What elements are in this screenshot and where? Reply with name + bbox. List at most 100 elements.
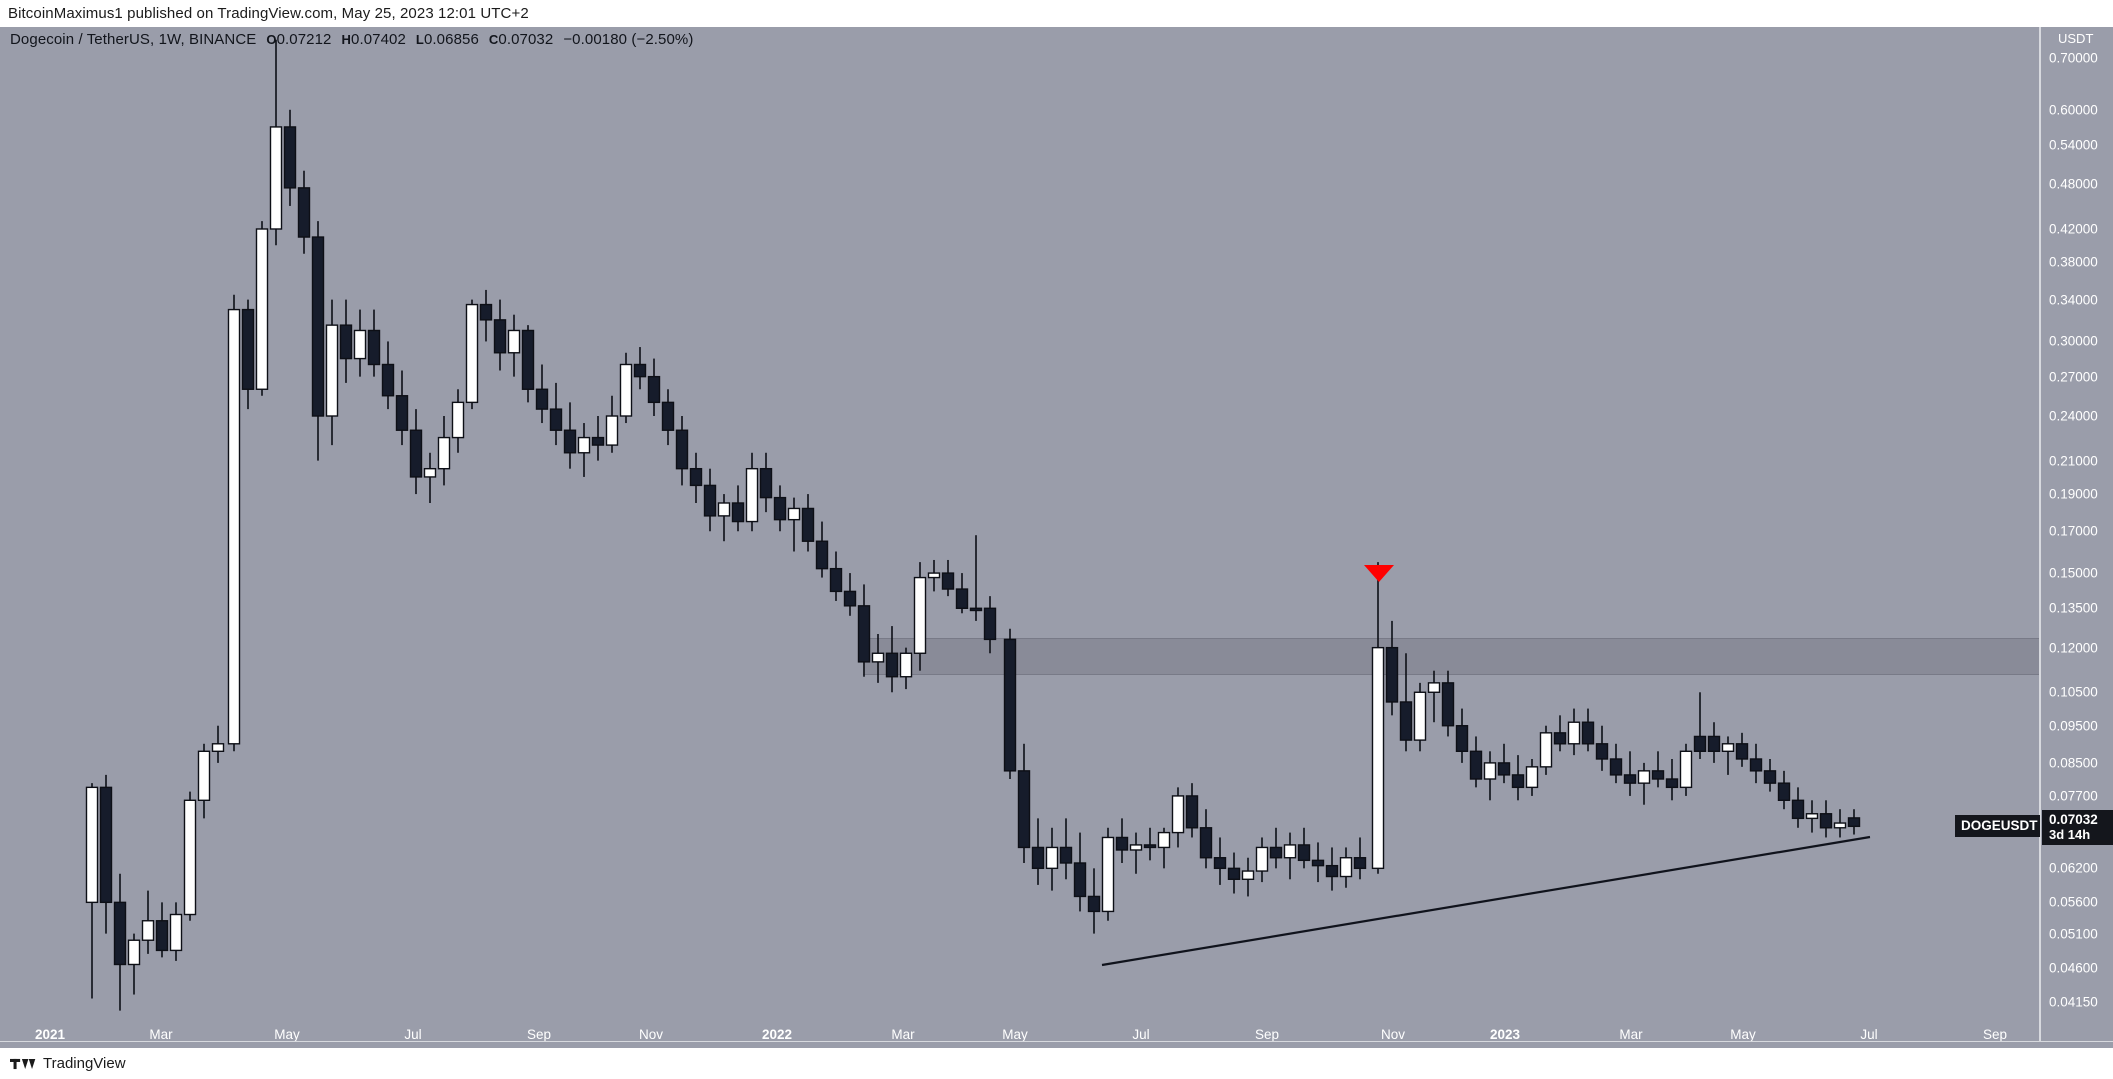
price-axis-tick: 0.04600 <box>2049 960 2098 976</box>
price-axis-tick: 0.12000 <box>2049 640 2098 656</box>
candlestick <box>1805 800 1819 833</box>
symbol-tag-badge: DOGEUSDT <box>1955 815 2040 838</box>
time-axis-tick: Jul <box>1132 1027 1150 1041</box>
tradingview-brand-text: TradingView <box>43 1055 126 1072</box>
candlestick <box>1665 758 1679 801</box>
candlestick <box>241 299 255 410</box>
symbol-legend[interactable]: Dogecoin / TetherUS, 1W, BINANCE O0.0721… <box>10 31 693 48</box>
time-axis-tick: Sep <box>1982 1027 2008 1041</box>
candlestick <box>1553 715 1567 752</box>
price-axis-tick: 0.21000 <box>2049 453 2098 469</box>
tradingview-logo-icon <box>10 1058 36 1069</box>
candlestick <box>1637 762 1651 805</box>
time-axis-tick: May <box>274 1027 300 1041</box>
candlestick <box>1525 758 1539 796</box>
candlestick <box>353 309 367 377</box>
candlestick <box>1693 692 1707 759</box>
candlestick <box>113 873 127 1011</box>
candlestick <box>591 416 605 461</box>
candlestick <box>535 364 549 424</box>
time-axis[interactable] <box>0 1041 2113 1048</box>
candlestick <box>1651 751 1665 788</box>
candlestick <box>297 170 311 254</box>
price-axis-tick: 0.34000 <box>2049 292 2098 308</box>
candlestick <box>1241 857 1255 897</box>
price-axis[interactable]: USDT 0.07032 3d 14h 0.70000 0.60000 0.5400… <box>2040 27 2113 1041</box>
candlestick <box>759 452 773 513</box>
time-axis-tick: Sep <box>526 1027 552 1041</box>
legend-open: O0.07212 <box>266 31 332 48</box>
candlestick <box>843 573 857 616</box>
time-axis-tick: Mar <box>1619 1027 1643 1041</box>
candlestick <box>1595 725 1609 771</box>
resistance-zone-rectangle[interactable] <box>863 638 2040 676</box>
candlestick <box>99 774 113 934</box>
candlestick <box>1819 800 1833 838</box>
candlestick <box>1455 708 1469 763</box>
time-axis-labels[interactable]: 2021 Mar May Jul Sep Nov 2022 Mar May Jul Sep Nov 20… <box>0 1023 2040 1041</box>
candlestick <box>1185 783 1199 838</box>
price-axis-tick: 0.07700 <box>2049 788 2098 804</box>
candlestick <box>941 559 955 597</box>
candlestick <box>1427 670 1441 723</box>
price-axis-tick: 0.05600 <box>2049 894 2098 910</box>
candlestick <box>731 485 745 532</box>
sell-arrow-down-icon[interactable] <box>1364 565 1394 582</box>
candlestick <box>815 521 829 578</box>
candlestick <box>367 309 381 377</box>
current-price-value: 0.07032 <box>2049 812 2098 828</box>
candlestick <box>381 341 395 410</box>
legend-low: L0.06856 <box>415 31 479 48</box>
candlestick <box>1371 562 1385 874</box>
candlestick <box>1227 852 1241 894</box>
candlestick <box>1017 743 1031 863</box>
candlestick <box>899 647 913 690</box>
price-axis-currency-label: USDT <box>2058 31 2094 46</box>
candlestick <box>127 933 141 995</box>
candlestick <box>1073 832 1087 912</box>
candlestick <box>913 562 927 671</box>
candlestick <box>647 358 661 417</box>
price-axis-tick: 0.05100 <box>2049 926 2098 942</box>
candlestick <box>1469 736 1483 788</box>
candlestick <box>1483 751 1497 801</box>
candlestick-series[interactable] <box>0 27 2040 1041</box>
time-axis-tick: 2023 <box>1489 1027 1521 1041</box>
price-axis-tick: 0.13500 <box>2049 600 2098 616</box>
candlestick <box>1045 827 1059 891</box>
candlestick <box>927 559 941 592</box>
price-axis-tick: 0.17000 <box>2049 523 2098 539</box>
candlestick <box>507 314 521 377</box>
publisher-credit-text: BitcoinMaximus1 published on TradingView… <box>8 5 529 22</box>
candlestick <box>1511 755 1525 801</box>
candlestick <box>787 497 801 552</box>
candlestick <box>227 294 241 752</box>
price-axis-tick: 0.04150 <box>2049 994 2098 1010</box>
price-axis-tick: 0.06200 <box>2049 860 2098 876</box>
candlestick <box>211 725 225 763</box>
candlestick <box>1679 743 1693 796</box>
legend-symbol-name: Dogecoin / TetherUS, 1W, BINANCE <box>10 31 257 48</box>
candlestick <box>703 468 717 532</box>
price-axis-tick: 0.15000 <box>2049 565 2098 581</box>
candlestick <box>1311 842 1325 883</box>
candlestick <box>549 382 563 446</box>
time-axis-tick: Jul <box>1860 1027 1878 1041</box>
candlestick <box>871 634 885 683</box>
candlestick <box>983 596 997 654</box>
candlestick <box>283 109 297 206</box>
candlestick <box>141 890 155 954</box>
candlestick <box>169 902 183 961</box>
time-axis-tick: Jul <box>404 1027 422 1041</box>
candlestick <box>1735 732 1749 767</box>
current-price-badge: 0.07032 3d 14h <box>2042 810 2113 846</box>
candlestick <box>885 626 899 693</box>
chart-plot-area[interactable]: DOGEUSDT Dogecoin / TetherUS, 1W, BINANC… <box>0 27 2040 1041</box>
price-axis-tick: 0.42000 <box>2049 221 2098 237</box>
candlestick <box>1325 847 1339 891</box>
candlestick <box>1399 653 1413 752</box>
candlestick <box>1031 818 1045 885</box>
candlestick <box>605 395 619 453</box>
price-axis-tick: 0.54000 <box>2049 137 2098 153</box>
candlestick <box>1115 818 1129 863</box>
